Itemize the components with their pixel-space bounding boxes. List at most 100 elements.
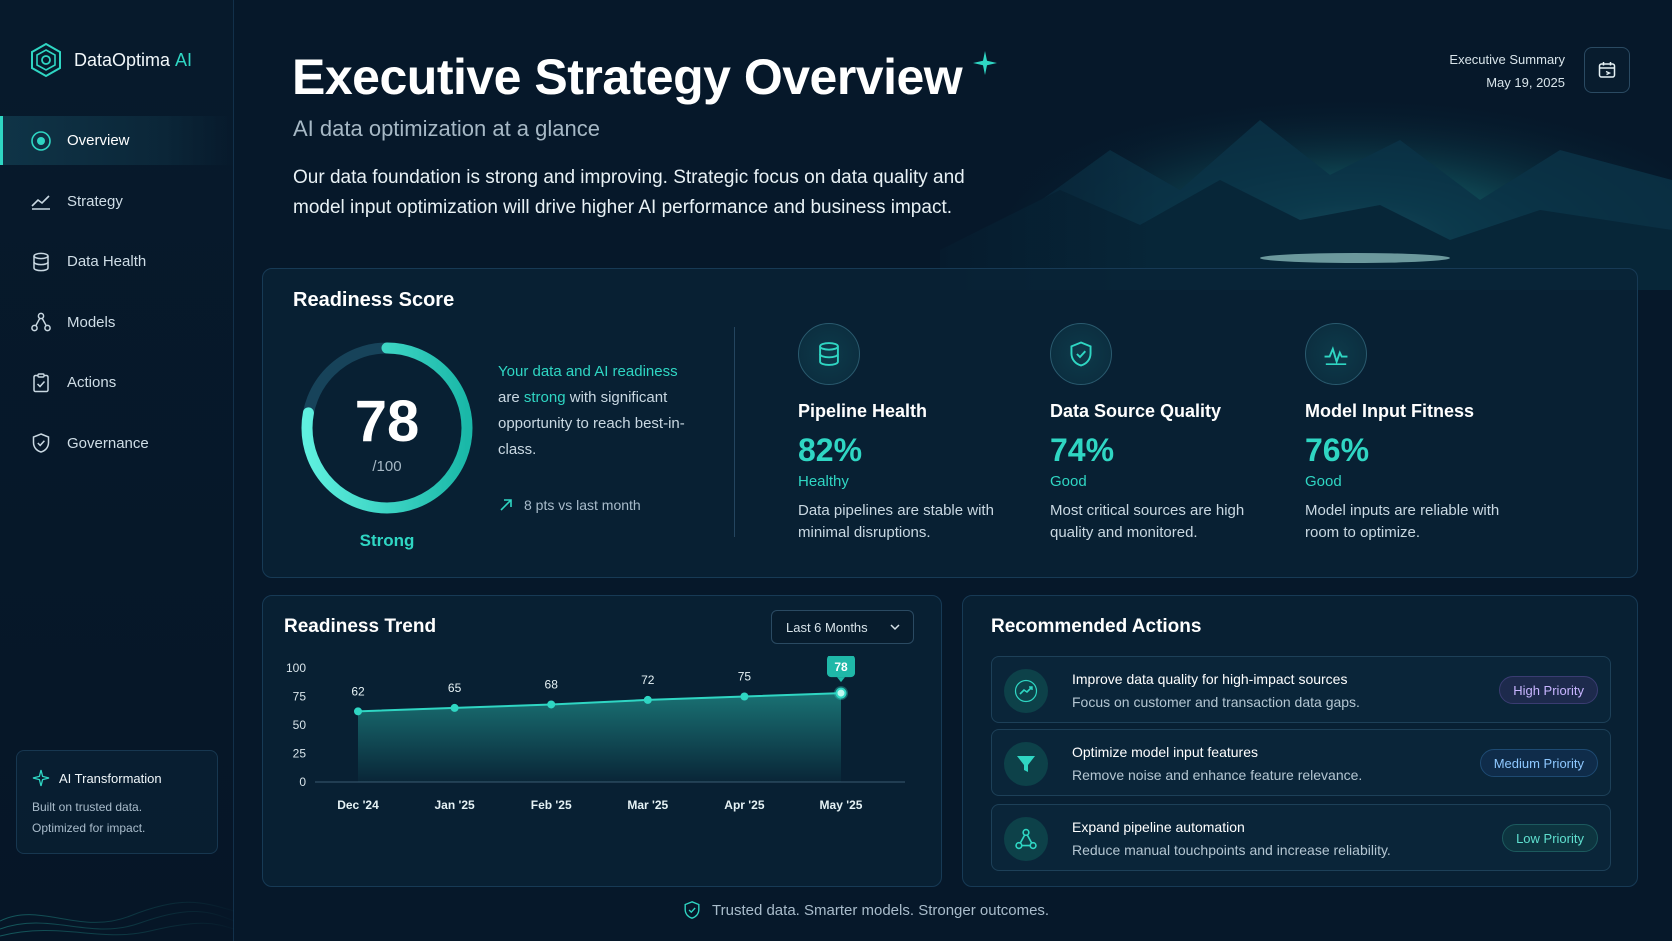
- shield-check-icon: [684, 901, 700, 919]
- data-label: 62: [351, 684, 365, 698]
- brand-logo[interactable]: DataOptima AI: [28, 42, 192, 78]
- page-description: Our data foundation is strong and improv…: [293, 167, 965, 218]
- footer-tagline: Trusted data. Smarter models. Stronger o…: [682, 900, 1049, 920]
- priority-badge: High Priority: [1499, 676, 1598, 704]
- action-subtitle: Reduce manual touchpoints and increase r…: [1072, 842, 1391, 858]
- metric-name: Data Source Quality: [1050, 401, 1222, 421]
- ai-transformation-card: AI Transformation Built on trusted data.…: [16, 750, 218, 854]
- executive-summary-meta: Executive Summary May 19, 2025: [1449, 48, 1565, 94]
- action-subtitle: Focus on customer and transaction data g…: [1072, 694, 1360, 710]
- metric-description: Model inputs are reliable with room to o…: [1305, 502, 1500, 541]
- action-title: Improve data quality for high-impact sou…: [1072, 671, 1348, 687]
- trend-title: Readiness Trend: [284, 616, 437, 637]
- trend-line-icon: [31, 195, 50, 210]
- metric-name: Model Input Fitness: [1305, 401, 1474, 421]
- time-range-value: Last 6 Months: [786, 619, 868, 635]
- readiness-trend-chart: 100 75 50 25 0 62 Dec '24 65 Jan '25 68 Feb '25 72 M…: [286, 656, 905, 812]
- metric-status: Healthy: [798, 473, 849, 490]
- network-icon: [31, 312, 51, 332]
- metric-percentage: 82%: [798, 432, 863, 468]
- data-label-bubble: [827, 656, 855, 678]
- x-tick-label: Apr '25: [724, 798, 765, 812]
- priority-badge: Medium Priority: [1479, 749, 1598, 777]
- brand-name: DataOptima AI: [74, 49, 193, 70]
- page-title: Executive Strategy Overview: [292, 49, 963, 105]
- data-point: [740, 692, 749, 701]
- metric-icon-wrap: [1305, 323, 1367, 385]
- sidebar-item-overview[interactable]: Overview: [0, 116, 234, 165]
- sidebar-item-data-health[interactable]: Data Health: [0, 237, 234, 286]
- readiness-delta: 8 pts vs last month: [498, 497, 641, 513]
- sidebar-item-models[interactable]: Models: [0, 298, 234, 347]
- metric-model-input-fitness: Model Input Fitness 76% Good Model input…: [1305, 323, 1535, 544]
- metric-description: Data pipelines are stable with minimal d…: [798, 502, 994, 541]
- sparkle-icon: [32, 769, 50, 787]
- action-item[interactable]: Expand pipeline automation Reduce manual…: [991, 804, 1611, 871]
- sidebar-item-label: Data Health: [67, 253, 147, 270]
- data-label: 65: [448, 681, 462, 695]
- x-tick-label: Feb '25: [531, 798, 572, 812]
- actions-title: Recommended Actions: [991, 616, 1202, 637]
- calendar-button[interactable]: [1584, 47, 1630, 93]
- sparkle-icon: [973, 51, 998, 75]
- metric-name: Pipeline Health: [798, 401, 928, 421]
- data-point: [643, 695, 652, 704]
- y-tick-label: 0: [299, 775, 306, 789]
- shield-check-icon: [1070, 341, 1092, 367]
- hexagon-logo-icon: [31, 42, 61, 78]
- sidebar-item-label: Overview: [67, 132, 130, 149]
- sidebar-item-strategy[interactable]: Strategy: [0, 177, 234, 226]
- metric-percentage: 74%: [1050, 432, 1115, 468]
- mountain-landscape-image: [880, 0, 1672, 290]
- sidebar-item-label: Governance: [67, 434, 149, 452]
- x-tick-label: May '25: [820, 798, 863, 812]
- data-point: [354, 707, 362, 716]
- chevron-down-icon: [890, 624, 900, 631]
- gauge-progress-arc: [301, 342, 473, 514]
- trend-line: [357, 692, 842, 713]
- readiness-score-max: /100: [372, 458, 402, 475]
- action-title: Optimize model input features: [1072, 744, 1258, 760]
- x-tick-label: Dec '24: [337, 798, 379, 812]
- calendar-icon: [1598, 62, 1616, 78]
- shield-check-icon: [32, 433, 50, 453]
- arrow-up-right-icon: [500, 499, 512, 511]
- action-item[interactable]: Improve data quality for high-impact sou…: [991, 656, 1611, 723]
- data-label: 68: [545, 677, 559, 691]
- y-tick-label: 25: [293, 747, 307, 761]
- metric-status: Good: [1305, 473, 1342, 490]
- database-icon: [33, 252, 49, 271]
- sidebar-item-label: Strategy: [67, 192, 123, 210]
- metric-description: Most critical sources are high quality a…: [1050, 502, 1245, 541]
- metric-data-source-quality: Data Source Quality 74% Good Most critic…: [1050, 323, 1280, 544]
- target-icon: [31, 130, 51, 151]
- action-icon-wrap: [1004, 669, 1048, 713]
- readiness-summary-text: Your data and AI readiness are strong wi…: [498, 363, 685, 458]
- page-subtitle: AI data optimization at a glance: [293, 116, 600, 141]
- metric-icon-wrap: [798, 323, 860, 385]
- sidebar-item-actions[interactable]: Actions: [0, 358, 234, 407]
- data-label: 78: [834, 660, 848, 674]
- action-icon-wrap: [1004, 742, 1048, 786]
- ai-card-line-2: Optimized for impact.: [32, 821, 146, 835]
- sidebar-item-governance[interactable]: Governance: [0, 419, 234, 468]
- data-point: [547, 700, 556, 709]
- action-subtitle: Remove noise and enhance feature relevan…: [1072, 767, 1363, 783]
- sidebar-item-label: Models: [67, 313, 116, 331]
- trend-up-icon: [1014, 679, 1038, 703]
- data-point: [835, 687, 847, 699]
- decorative-wave: [0, 901, 234, 937]
- action-item[interactable]: Optimize model input features Remove noi…: [991, 729, 1611, 796]
- data-point: [450, 703, 459, 712]
- readiness-gauge: [301, 342, 473, 514]
- divider: [734, 327, 735, 537]
- ai-card-line-1: Built on trusted data.: [32, 800, 143, 814]
- clipboard-check-icon: [33, 372, 49, 392]
- pulse-icon: [1324, 346, 1348, 366]
- metric-percentage: 76%: [1305, 432, 1370, 468]
- readiness-score-card: Readiness Score 78 /100 Strong Your data…: [262, 268, 1638, 578]
- time-range-dropdown[interactable]: Last 6 Months: [771, 610, 914, 644]
- action-icon-wrap: [1004, 817, 1048, 861]
- recommended-actions-card: Recommended Actions Improve data quality…: [962, 595, 1638, 887]
- readiness-score-value: 78: [354, 389, 420, 454]
